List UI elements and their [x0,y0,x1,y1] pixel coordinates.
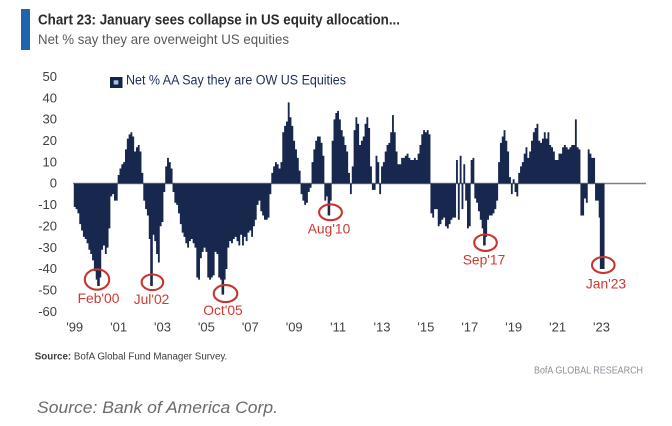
svg-text:'17: '17 [461,320,478,335]
svg-text:Aug'10: Aug'10 [308,222,351,237]
svg-text:20: 20 [43,133,57,148]
svg-text:Source: Bank of America Corp.: Source: Bank of America Corp. [37,398,278,417]
svg-text:'23: '23 [593,320,610,335]
svg-text:'21: '21 [549,320,566,335]
svg-text:'11: '11 [330,320,346,335]
svg-text:Chart 23: January sees collaps: Chart 23: January sees collapse in US eq… [38,12,400,29]
svg-text:Net % AA Say they are OW US Eq: Net % AA Say they are OW US Equities [126,73,346,88]
svg-text:Jul'02: Jul'02 [134,292,170,307]
svg-text:-40: -40 [38,261,57,276]
svg-text:Net % say they are overweight: Net % say they are overweight US equitie… [38,32,289,47]
svg-text:'13: '13 [374,320,391,335]
svg-text:0: 0 [50,176,57,191]
svg-text:'05: '05 [198,320,215,335]
svg-text:-60: -60 [38,304,57,319]
svg-text:-20: -20 [38,218,57,233]
svg-text:'15: '15 [417,320,434,335]
svg-text:40: 40 [43,90,57,105]
svg-text:50: 50 [43,69,57,84]
svg-text:'01: '01 [110,320,127,335]
svg-text:BofA GLOBAL RESEARCH: BofA GLOBAL RESEARCH [534,366,643,377]
svg-text:Sep'17: Sep'17 [463,253,506,268]
svg-text:-30: -30 [38,240,57,255]
svg-text:'99: '99 [66,320,83,335]
svg-text:Oct'05: Oct'05 [203,303,243,318]
svg-text:-50: -50 [38,283,57,298]
svg-text:'19: '19 [505,320,522,335]
svg-text:Source: BofA Global Fund Mana: Source: BofA Global Fund Manager Survey. [35,352,228,363]
svg-text:Feb'00: Feb'00 [78,291,120,306]
svg-text:30: 30 [43,112,57,127]
svg-text:'07: '07 [242,320,259,335]
svg-text:'03: '03 [154,320,171,335]
svg-text:'09: '09 [286,320,303,335]
svg-text:Jan'23: Jan'23 [586,277,627,292]
svg-text:-10: -10 [38,197,57,212]
svg-text:10: 10 [43,154,57,169]
